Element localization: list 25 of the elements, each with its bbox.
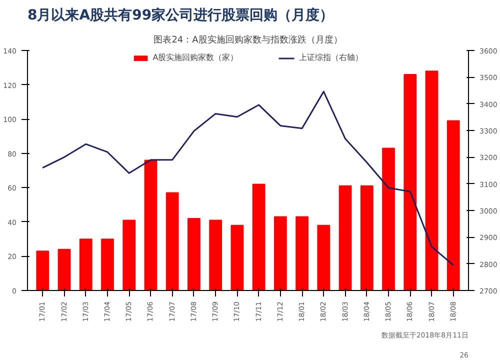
legend-label: 上证综指（右轴） <box>299 52 364 63</box>
line-series <box>42 90 454 266</box>
bar <box>36 250 50 290</box>
bar <box>296 216 308 290</box>
bar <box>79 238 92 290</box>
bar <box>404 74 417 290</box>
chart-title: 8月以来A股共有99家公司进行股票回购（月度） <box>28 6 334 24</box>
bar <box>338 185 352 290</box>
bar <box>317 224 330 290</box>
bar <box>209 220 222 290</box>
bar <box>274 216 287 290</box>
bar <box>230 224 244 290</box>
bar <box>446 120 460 290</box>
bar <box>425 70 438 290</box>
bar <box>252 184 266 290</box>
bar <box>144 160 158 290</box>
bar <box>188 218 200 290</box>
bar <box>360 185 374 290</box>
bar <box>382 148 395 290</box>
bar <box>58 248 71 290</box>
legend-label: A股实施回购家数（家） <box>152 52 238 63</box>
bar <box>101 238 114 290</box>
bar <box>122 220 136 290</box>
bar <box>166 192 179 290</box>
chart-subtitle: 图表24：A股实施回购家数与指数涨跌（月度） <box>154 34 342 46</box>
